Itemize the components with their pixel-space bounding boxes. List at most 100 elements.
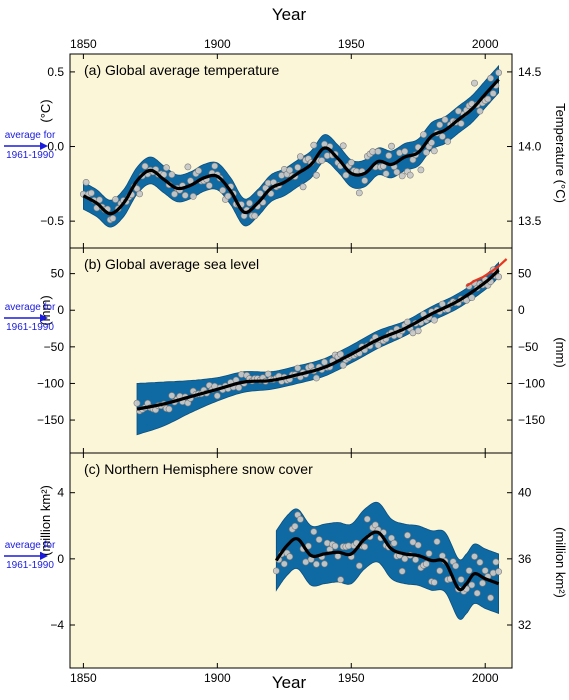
smoothed-line	[136, 268, 500, 411]
panel-snow_cover: −4 0 4 32 36 40 (c) Northern Hemisphere snow c…	[4, 452, 568, 669]
y-right-tick-label: 32	[518, 618, 532, 632]
obs-point	[133, 399, 141, 407]
obs-point	[487, 594, 494, 602]
obs-point	[452, 562, 460, 570]
obs-point	[388, 142, 395, 150]
y-tick-label: 0	[57, 552, 64, 566]
obs-point	[412, 556, 419, 564]
obs-point	[286, 553, 294, 561]
x-axis-title-bottom: Year	[272, 673, 307, 692]
y-axis-label-right: (mm)	[553, 337, 568, 367]
obs-point	[489, 90, 497, 97]
obs-point	[401, 147, 409, 155]
y-right-tick-label: −100	[518, 376, 545, 390]
obs-point	[310, 141, 318, 149]
obs-point	[294, 364, 302, 372]
x-tick-label-top: 2000	[472, 37, 499, 51]
obs-point	[481, 567, 489, 574]
obs-point	[457, 576, 465, 583]
x-tick-labels-top: 1850 1900 1950 2000	[70, 37, 499, 51]
obs-point	[420, 131, 427, 138]
obs-point	[414, 327, 422, 335]
obs-point	[264, 370, 272, 378]
y-tick-label: −4	[50, 618, 64, 632]
obs-point	[168, 392, 176, 399]
obs-point	[312, 560, 320, 568]
obs-point	[342, 171, 350, 179]
obs-point	[495, 69, 502, 77]
obs-point	[468, 294, 476, 301]
obs-point	[465, 567, 473, 574]
obs-point	[436, 121, 444, 129]
plot-area	[133, 258, 508, 436]
obs-point	[339, 361, 347, 369]
obs-point	[112, 196, 119, 203]
obs-point	[280, 560, 288, 568]
obs-point	[315, 536, 323, 543]
obs-point	[430, 579, 438, 586]
x-tick-label-bottom: 1850	[70, 671, 97, 685]
y-right-tick-label: 14.5	[518, 65, 542, 79]
obs-point	[492, 558, 500, 566]
obs-point	[385, 152, 393, 159]
uncertainty-band	[275, 501, 499, 620]
obs-point	[310, 528, 318, 536]
obs-point	[430, 316, 438, 324]
reference-note-line1: average for	[5, 540, 56, 551]
y-right-tick-label: 0	[518, 303, 525, 317]
obs-point	[374, 148, 382, 155]
obs-point	[211, 162, 219, 170]
obs-point	[251, 212, 259, 220]
obs-point	[428, 139, 435, 147]
obs-point	[355, 562, 363, 570]
satellite-line	[465, 258, 508, 288]
obs-point	[444, 137, 452, 145]
obs-point	[299, 183, 307, 191]
panels: −0.5 0.0 0.5 13.5 14.0 14.5 (a) Global average…	[4, 53, 568, 669]
obs-point	[441, 116, 449, 124]
obs-point	[296, 153, 304, 160]
x-tick-label-top: 1850	[70, 37, 97, 51]
reference-arrow-head	[40, 552, 48, 560]
obs-point	[393, 168, 401, 176]
obs-point	[312, 374, 320, 382]
y-tick-label: −100	[37, 376, 64, 390]
obs-point	[476, 107, 484, 115]
obs-point	[471, 553, 478, 560]
obs-point	[171, 190, 178, 198]
obs-point	[337, 576, 344, 584]
obs-point	[141, 162, 149, 170]
obs-point	[361, 543, 369, 551]
y-tick-label: 4	[57, 486, 64, 500]
panel-sea_level: −150 −100 −50 0 50 −150 −100 −50 0 50 (b) Global a…	[4, 247, 568, 454]
obs-point	[398, 567, 406, 575]
obs-point	[296, 515, 304, 523]
obs-point	[425, 550, 433, 557]
obs-point	[409, 538, 417, 546]
smoothed-line	[274, 530, 500, 592]
obs-point	[96, 196, 103, 204]
x-tick-label-bottom: 1900	[204, 671, 231, 685]
obs-point	[321, 358, 328, 366]
obs-point	[162, 164, 170, 172]
obs-point	[213, 392, 221, 400]
obs-point	[294, 163, 302, 171]
plot-area	[272, 501, 502, 620]
obs-point	[321, 560, 328, 568]
obs-point	[184, 163, 192, 171]
obs-point	[256, 190, 264, 197]
reference-note-line2: 1961-1990	[6, 150, 54, 161]
obs-point	[109, 214, 117, 222]
panel-temperature: −0.5 0.0 0.5 13.5 14.0 14.5 (a) Global average…	[4, 53, 568, 249]
y-tick-label: −0.5	[40, 214, 64, 228]
y-right-tick-label: 14.0	[518, 140, 542, 154]
panel-title: (b) Global average sea level	[84, 256, 259, 272]
obs-point	[468, 581, 476, 589]
y-tick-label: 0	[57, 303, 64, 317]
obs-point	[361, 177, 369, 184]
obs-point	[484, 95, 492, 103]
obs-point	[318, 157, 326, 164]
panel-frame	[69, 452, 513, 669]
obs-point	[374, 341, 382, 349]
obs-point	[382, 170, 390, 178]
